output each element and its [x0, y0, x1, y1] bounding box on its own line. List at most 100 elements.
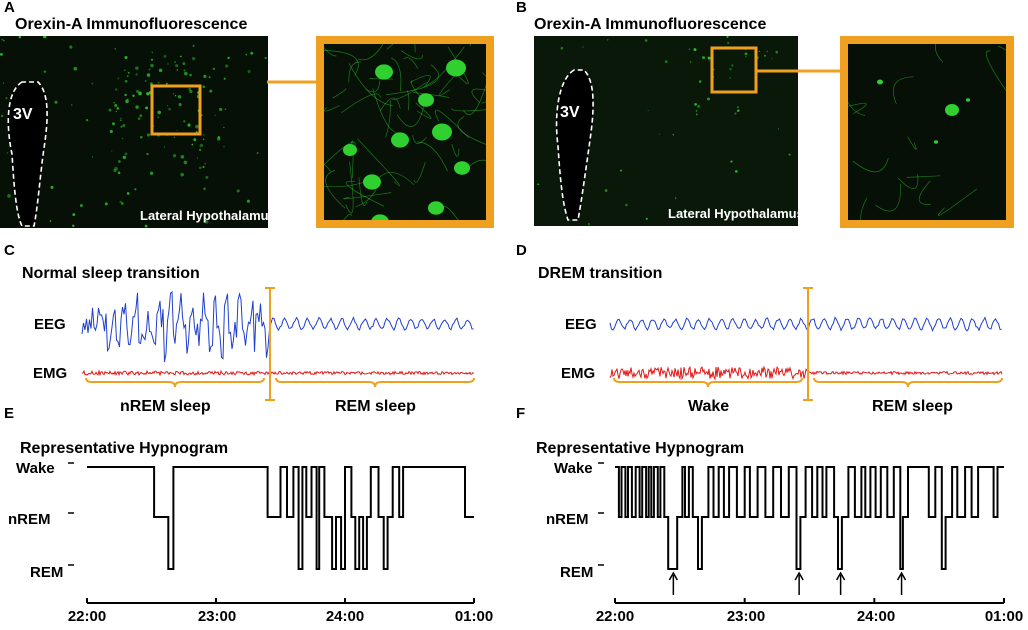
- fluorescent-speck: [183, 72, 185, 74]
- fluorescent-speck: [246, 199, 250, 203]
- neurite-fibre: [345, 180, 385, 207]
- fluorescent-speck: [7, 194, 11, 198]
- fluorescent-speck: [120, 117, 122, 120]
- fluorescent-speck: [697, 105, 699, 108]
- neurite-fibre: [365, 80, 381, 93]
- ventricle-label-b: 3V: [560, 104, 580, 121]
- orexin-neuron: [966, 98, 970, 102]
- fluorescent-speck: [766, 50, 769, 53]
- fluorescent-speck: [191, 143, 194, 146]
- fluorescent-speck: [560, 46, 564, 50]
- fluorescent-speck: [619, 169, 623, 172]
- rem-arrow-head: [794, 571, 804, 581]
- panel-a-title: Orexin-A Immunofluorescence: [15, 16, 248, 33]
- fluorescent-speck: [72, 213, 76, 216]
- neurite-fibre: [434, 109, 470, 139]
- hypnogram-e: [68, 462, 475, 604]
- orexin-neuron: [877, 79, 883, 85]
- neurite-fibre: [463, 78, 489, 116]
- orexin-neuron: [343, 144, 357, 156]
- fluorescent-speck: [138, 91, 142, 96]
- fluorescent-speck: [18, 36, 22, 39]
- fluorescent-speck: [148, 68, 151, 71]
- fluorescent-speck: [537, 183, 540, 186]
- fluorescence-speckles-a: [0, 36, 267, 228]
- neurite-fibre: [907, 136, 917, 150]
- fluorescent-speck: [125, 99, 129, 104]
- neurite-fibre: [379, 97, 401, 112]
- fluorescent-speck: [69, 45, 73, 49]
- orexin-neuron: [428, 201, 444, 215]
- xtick-f-0: 22:00: [595, 608, 635, 625]
- fluorescent-speck: [157, 110, 162, 115]
- fluorescent-speck: [108, 108, 112, 112]
- hypnogram-f-title: Representative Hypnogram: [536, 440, 745, 457]
- neurite-fibre: [893, 76, 914, 105]
- fluorescent-speck: [79, 204, 83, 207]
- highlight-box-a: [150, 84, 202, 136]
- neurite-fibre: [348, 61, 362, 83]
- fluorescent-speck: [225, 64, 229, 68]
- neurite-fibre: [439, 75, 456, 96]
- fluorescent-speck: [198, 166, 202, 170]
- orexin-neuron: [391, 132, 409, 148]
- inset-b: [840, 36, 1014, 228]
- fluorescent-speck: [189, 89, 193, 94]
- fluorescent-speck: [150, 58, 154, 61]
- orexin-neuron: [418, 93, 434, 107]
- fluorescent-speck: [695, 110, 698, 112]
- neurite-fibre: [324, 105, 340, 112]
- fluorescent-speck: [183, 160, 188, 165]
- neurite-fibre: [356, 138, 401, 187]
- fluorescent-speck: [54, 100, 58, 104]
- fluorescent-speck: [146, 73, 151, 77]
- neurite-fibre: [413, 92, 450, 99]
- orexin-neuron: [945, 104, 959, 116]
- neurite-fibre: [345, 161, 354, 214]
- fluorescent-speck: [604, 189, 608, 192]
- rem-arrow-head: [896, 571, 907, 581]
- neurite-fibre: [406, 90, 410, 111]
- fluorescent-speck: [0, 53, 3, 56]
- fluorescent-speck: [674, 197, 677, 199]
- fluorescent-speck: [145, 106, 149, 110]
- fluorescent-speck: [204, 220, 209, 224]
- neurite-fibre: [320, 182, 364, 188]
- panel-b-title: Orexin-A Immunofluorescence: [534, 16, 767, 33]
- panel-letter-f: F: [516, 405, 526, 422]
- fluorescent-speck: [174, 94, 177, 97]
- fluorescent-speck: [731, 64, 734, 67]
- fluorescent-speck: [73, 66, 78, 71]
- xtick-e-2: 24:00: [325, 608, 365, 625]
- fluorescent-speck: [72, 224, 75, 227]
- xtick-f-1: 23:00: [726, 608, 766, 625]
- fluorescent-speck: [115, 110, 118, 113]
- eeg-emg-traces-d: [609, 287, 1003, 401]
- fluorescent-speck: [144, 80, 147, 82]
- fluorescent-speck: [126, 75, 129, 77]
- neurite-fibre: [409, 75, 431, 89]
- eeg-emg-traces-c: [81, 287, 475, 401]
- neurite-fibre: [400, 50, 424, 60]
- fluorescent-speck: [734, 170, 738, 173]
- eeg-label-c: EEG: [34, 316, 66, 333]
- fluorescent-speck: [122, 155, 126, 160]
- fluorescent-speck: [113, 101, 115, 104]
- fluorescent-speck: [109, 130, 113, 133]
- fluorescent-speck: [117, 77, 120, 80]
- fluorescent-speck: [132, 94, 135, 98]
- fluorescent-speck: [587, 223, 590, 225]
- neurite-fibre: [471, 88, 494, 103]
- fluorescent-speck: [695, 113, 698, 116]
- neurite-fibre: [412, 135, 427, 144]
- stage-brace-left: [85, 377, 265, 388]
- fluorescent-speck: [203, 187, 207, 191]
- fluorescent-speck: [204, 162, 207, 165]
- neurite-fibre: [325, 169, 346, 209]
- neurite-fibre: [340, 93, 381, 114]
- fluorescent-speck: [163, 146, 165, 148]
- fluorescent-speck: [644, 39, 648, 42]
- neurite-fibre: [413, 161, 426, 183]
- fluorescent-speck: [174, 61, 176, 63]
- neurite-fibre: [355, 188, 377, 207]
